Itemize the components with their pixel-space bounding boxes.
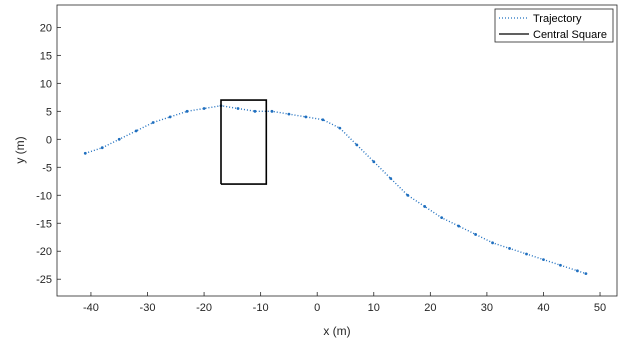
- x-tick-label: -20: [196, 302, 212, 314]
- trajectory-point: [338, 126, 342, 130]
- trajectory-point: [287, 112, 291, 116]
- plot-background: [57, 5, 617, 296]
- trajectory-point: [474, 233, 477, 236]
- trajectory-point: [151, 121, 155, 124]
- trajectory-point: [559, 263, 562, 267]
- trajectory-point: [168, 115, 172, 119]
- trajectory-point: [202, 107, 206, 110]
- y-tick-label: 0: [46, 134, 52, 146]
- trajectory-point: [253, 109, 257, 113]
- trajectory-point: [117, 137, 121, 141]
- y-axis-title: y (m): [13, 136, 27, 163]
- legend: Trajectory Central Square: [494, 8, 614, 43]
- x-tick-label: 0: [314, 302, 320, 314]
- x-tick-label: 50: [594, 302, 606, 314]
- x-axis: -40 -30 -20 -10 0 10 20 30 40 50: [83, 292, 606, 314]
- trajectory-point: [576, 269, 579, 273]
- trajectory-point: [83, 151, 87, 155]
- trajectory-point: [440, 216, 444, 220]
- trajectory-point: [355, 143, 359, 147]
- y-tick-label: 5: [46, 106, 52, 118]
- trajectory-point: [270, 109, 274, 113]
- trajectory-point: [185, 109, 189, 113]
- y-tick-label: 10: [40, 78, 52, 90]
- x-tick-label: 20: [424, 302, 436, 314]
- plot-frame: [56, 4, 618, 297]
- trajectory-point: [304, 115, 308, 119]
- legend-label-central-square: Central Square: [533, 29, 607, 41]
- y-tick-label: 15: [40, 50, 52, 62]
- trajectory-point: [236, 107, 240, 110]
- trajectory-point: [491, 241, 494, 245]
- x-tick-label: -10: [253, 302, 269, 314]
- trajectory-point: [100, 146, 104, 150]
- y-tick-label: -20: [36, 246, 52, 258]
- x-axis-title: x (m): [323, 324, 350, 338]
- trajectory-point: [542, 258, 545, 262]
- trajectory-point: [406, 193, 410, 197]
- trajectory-point: [321, 118, 325, 122]
- legend-box: [494, 8, 614, 43]
- x-tick-label: -40: [83, 302, 99, 314]
- x-tick-label: 10: [368, 302, 380, 314]
- y-axis: -25 -20 -15 -10 -5 0 5 10 15 20: [36, 22, 61, 286]
- trajectory-point: [457, 224, 461, 228]
- plot-area: [56, 4, 618, 297]
- y-tick-label: -15: [36, 218, 52, 230]
- trajectory-point: [389, 177, 393, 180]
- central-square: [220, 99, 268, 185]
- trajectory-point: [134, 129, 138, 133]
- central-square-layer: [220, 99, 268, 185]
- x-tick-label: -30: [140, 302, 156, 314]
- trajectory-point: [508, 247, 511, 250]
- y-tick-label: -25: [36, 274, 52, 286]
- x-tick-label: 30: [481, 302, 493, 314]
- y-tick-label: 20: [40, 22, 52, 34]
- y-tick-label: -5: [42, 162, 52, 174]
- y-tick-label: -10: [36, 190, 52, 202]
- legend-label-trajectory: Trajectory: [533, 13, 582, 25]
- x-tick-label: 40: [537, 302, 549, 314]
- trajectory-point: [372, 160, 376, 164]
- trajectory-point: [423, 205, 427, 208]
- trajectory-point: [525, 252, 528, 256]
- trajectory-point: [584, 272, 588, 276]
